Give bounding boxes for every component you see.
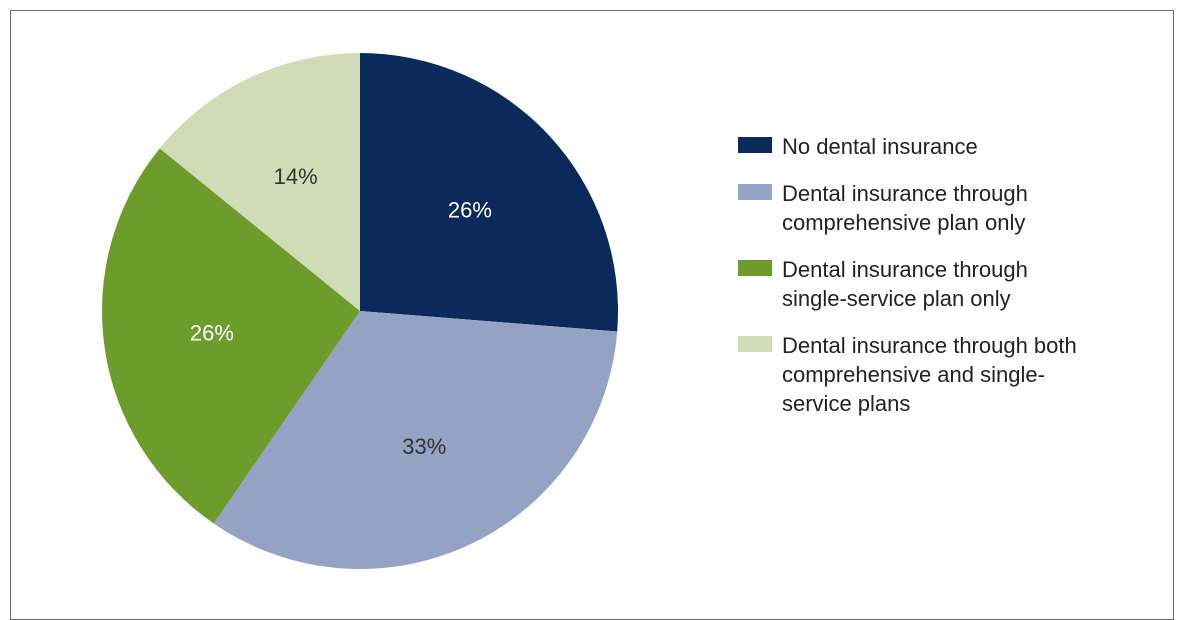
legend-item-no-dental-insurance: No dental insurance [738, 132, 1158, 161]
pie-chart: 26% 33% 26% 14% [102, 53, 618, 569]
slice-label-3: 14% [274, 164, 318, 189]
pie-slice-1 [213, 311, 618, 569]
legend-item-comprehensive-only: Dental insurance through comprehensive p… [738, 179, 1158, 237]
legend-item-single-service-only: Dental insurance through single-service … [738, 255, 1158, 313]
pie-slice-2 [102, 148, 361, 524]
legend-label: Dental insurance through comprehensive p… [782, 181, 1028, 235]
legend-swatch [738, 184, 772, 200]
legend-label: Dental insurance through single-service … [782, 257, 1028, 311]
legend-item-both-plans: Dental insurance through both comprehens… [738, 331, 1158, 418]
slice-label-1: 33% [402, 434, 446, 459]
legend-label: Dental insurance through both comprehens… [782, 333, 1077, 416]
legend-swatch [738, 137, 772, 153]
legend-swatch [738, 260, 772, 276]
legend-label: No dental insurance [782, 134, 978, 159]
pie-slice-3 [159, 53, 360, 311]
legend-swatch [738, 336, 772, 352]
slice-label-0: 26% [448, 197, 492, 222]
slice-label-2: 26% [190, 320, 234, 345]
legend: No dental insurance Dental insurance thr… [738, 132, 1158, 436]
pie-slice-0 [360, 53, 618, 332]
